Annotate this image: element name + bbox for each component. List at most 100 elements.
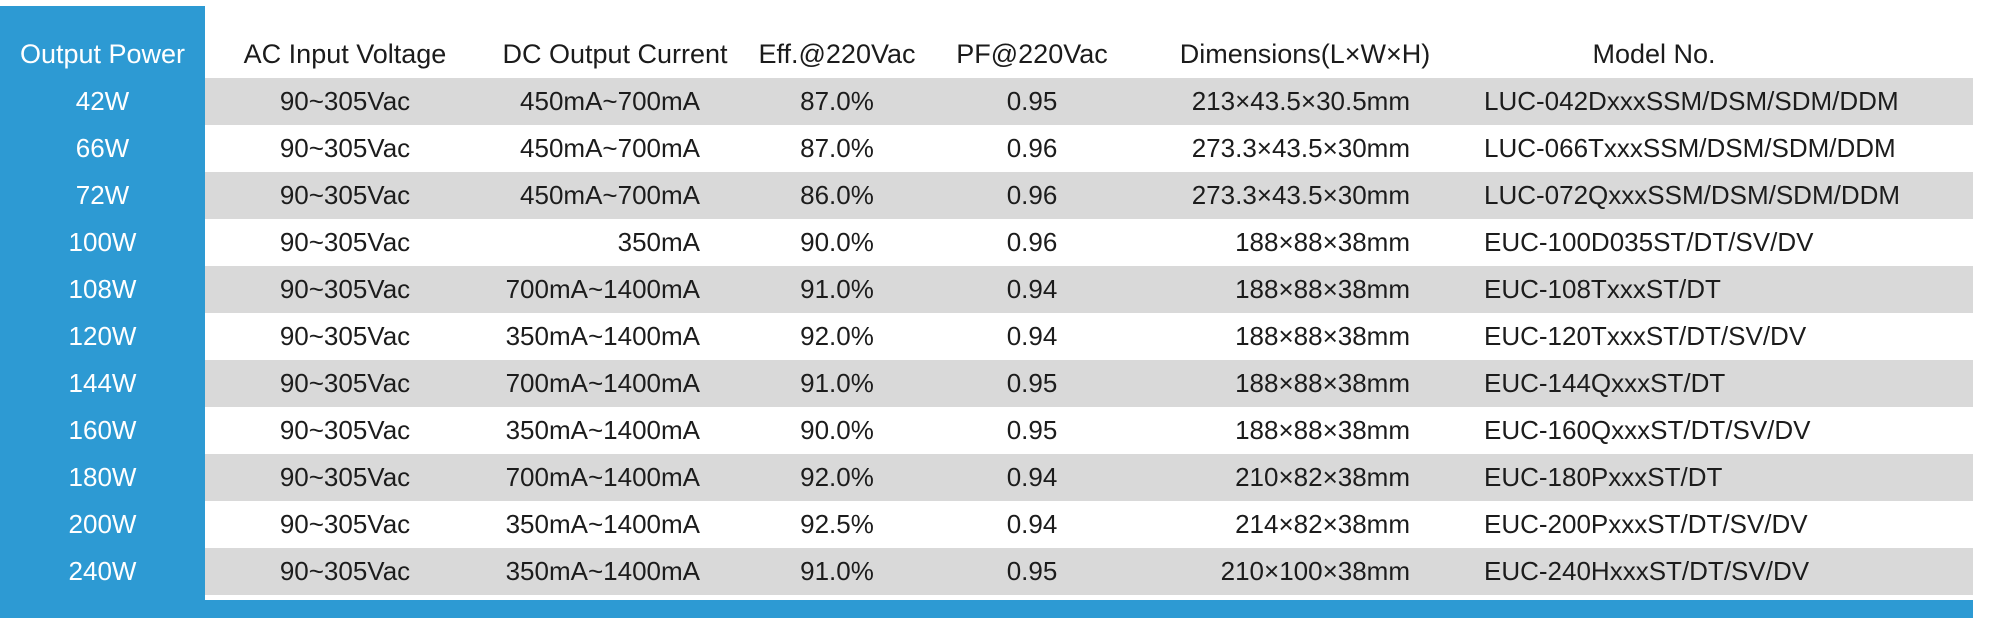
output-power-cell: 72W — [75, 180, 130, 210]
dc-output-cell: 350mA~1400mA — [505, 415, 700, 445]
table-row: 120W 90~305Vac 350mA~1400mA 92.0% 0.94 188×88… — [0, 313, 2000, 360]
header-model-no: Model No. — [1592, 38, 1716, 69]
model-no-cell: EUC-120TxxxST/DT/SV/DV — [1484, 321, 1807, 351]
dimensions-cell: 188×88×38mm — [1235, 415, 1410, 445]
dc-output-cell: 700mA~1400mA — [505, 462, 700, 492]
model-no-cell: EUC-144QxxxST/DT — [1484, 368, 1726, 398]
model-no-cell: EUC-240HxxxST/DT/SV/DV — [1484, 556, 1810, 586]
model-no-cell: LUC-042DxxxSSM/DSM/SDM/DDM — [1484, 86, 1899, 116]
efficiency-cell: 92.5% — [800, 509, 874, 539]
bottom-accent-bar — [205, 600, 1973, 618]
power-factor-cell: 0.96 — [1006, 180, 1058, 210]
table-row: 240W 90~305Vac 350mA~1400mA 91.0% 0.95 210×10… — [0, 548, 2000, 595]
table-row: 180W 90~305Vac 700mA~1400mA 92.0% 0.94 210×82… — [0, 454, 2000, 501]
ac-input-cell: 90~305Vac — [279, 415, 411, 445]
power-factor-cell: 0.95 — [1006, 415, 1058, 445]
row-stripe — [205, 360, 1973, 407]
table-row: 72W 90~305Vac 450mA~700mA 86.0% 0.96 273.3×43… — [0, 172, 2000, 219]
ac-input-cell: 90~305Vac — [279, 321, 411, 351]
output-power-cell: 180W — [68, 462, 137, 492]
efficiency-cell: 92.0% — [800, 462, 874, 492]
output-power-cell: 144W — [68, 368, 137, 398]
table-row: 42W 90~305Vac 450mA~700mA 87.0% 0.95 213×43.5… — [0, 78, 2000, 125]
dimensions-cell: 213×43.5×30.5mm — [1191, 86, 1410, 116]
header-ac-input-voltage: AC Input Voltage — [243, 38, 447, 69]
ac-input-cell: 90~305Vac — [279, 368, 411, 398]
table-row: 108W 90~305Vac 700mA~1400mA 91.0% 0.94 188×88… — [0, 266, 2000, 313]
row-stripe — [205, 266, 1973, 313]
efficiency-cell: 87.0% — [800, 133, 874, 163]
power-factor-cell: 0.94 — [1006, 462, 1058, 492]
efficiency-cell: 86.0% — [800, 180, 874, 210]
spec-table: Output Power AC Input Voltage DC Output … — [0, 30, 2000, 595]
row-stripe — [205, 78, 1973, 125]
dc-output-cell: 350mA~1400mA — [505, 321, 700, 351]
output-power-cell: 160W — [68, 415, 137, 445]
table-row: 200W 90~305Vac 350mA~1400mA 92.5% 0.94 214×82… — [0, 501, 2000, 548]
model-no-cell: LUC-066TxxxSSM/DSM/SDM/DDM — [1484, 133, 1896, 163]
dimensions-cell: 188×88×38mm — [1235, 368, 1410, 398]
power-factor-cell: 0.94 — [1006, 321, 1058, 351]
dc-output-cell: 350mA — [617, 227, 700, 257]
output-power-cell: 66W — [75, 133, 130, 163]
ac-input-cell: 90~305Vac — [279, 556, 411, 586]
power-factor-cell: 0.96 — [1006, 133, 1058, 163]
dc-output-cell: 350mA~1400mA — [505, 509, 700, 539]
row-stripe — [205, 548, 1973, 595]
model-no-cell: EUC-200PxxxST/DT/SV/DV — [1484, 509, 1808, 539]
output-power-cell: 108W — [68, 274, 137, 304]
power-factor-cell: 0.94 — [1006, 274, 1058, 304]
output-power-cell: 120W — [68, 321, 137, 351]
dimensions-cell: 188×88×38mm — [1235, 227, 1410, 257]
efficiency-cell: 92.0% — [800, 321, 874, 351]
ac-input-cell: 90~305Vac — [279, 509, 411, 539]
dc-output-cell: 450mA~700mA — [520, 133, 700, 163]
header-output-power: Output Power — [19, 38, 186, 69]
efficiency-cell: 90.0% — [800, 415, 874, 445]
dimensions-cell: 273.3×43.5×30mm — [1191, 133, 1410, 163]
power-factor-cell: 0.95 — [1006, 556, 1058, 586]
model-no-cell: LUC-072QxxxSSM/DSM/SDM/DDM — [1484, 180, 1901, 210]
efficiency-cell: 91.0% — [800, 556, 874, 586]
power-factor-cell: 0.94 — [1006, 509, 1058, 539]
power-factor-cell: 0.95 — [1006, 86, 1058, 116]
output-power-cell: 42W — [75, 86, 130, 116]
model-no-cell: EUC-180PxxxST/DT — [1484, 462, 1723, 492]
dc-output-cell: 450mA~700mA — [520, 180, 700, 210]
dc-output-cell: 350mA~1400mA — [505, 556, 700, 586]
header-dc-output-current: DC Output Current — [502, 38, 728, 69]
dc-output-cell: 700mA~1400mA — [505, 274, 700, 304]
row-stripe — [205, 454, 1973, 501]
header-power-factor: PF@220Vac — [956, 38, 1108, 69]
table-row: 160W 90~305Vac 350mA~1400mA 90.0% 0.95 188×88… — [0, 407, 2000, 454]
output-power-cell: 200W — [68, 509, 137, 539]
output-power-cell: 240W — [68, 556, 137, 586]
header-efficiency: Eff.@220Vac — [758, 38, 916, 69]
ac-input-cell: 90~305Vac — [279, 227, 411, 257]
output-power-cell: 100W — [68, 227, 137, 257]
table-row: 144W 90~305Vac 700mA~1400mA 91.0% 0.95 188×88… — [0, 360, 2000, 407]
ac-input-cell: 90~305Vac — [279, 274, 411, 304]
ac-input-cell: 90~305Vac — [279, 462, 411, 492]
table-body: 42W 90~305Vac 450mA~700mA 87.0% 0.95 213×43.5… — [0, 78, 2000, 595]
dimensions-cell: 214×82×38mm — [1235, 509, 1410, 539]
dimensions-cell: 188×88×38mm — [1235, 321, 1410, 351]
ac-input-cell: 90~305Vac — [279, 133, 411, 163]
efficiency-cell: 91.0% — [800, 274, 874, 304]
output-power-column-background — [0, 6, 205, 618]
model-no-cell: EUC-108TxxxST/DT — [1484, 274, 1721, 304]
efficiency-cell: 91.0% — [800, 368, 874, 398]
power-factor-cell: 0.96 — [1006, 227, 1058, 257]
row-stripe — [205, 172, 1973, 219]
table-row: 100W 90~305Vac 350mA 90.0% 0.96 188×88×38mm EU… — [0, 219, 2000, 266]
dimensions-cell: 210×82×38mm — [1235, 462, 1410, 492]
model-no-cell: EUC-100D035ST/DT/SV/DV — [1484, 227, 1814, 257]
dc-output-cell: 700mA~1400mA — [505, 368, 700, 398]
efficiency-cell: 90.0% — [800, 227, 874, 257]
dimensions-cell: 273.3×43.5×30mm — [1191, 180, 1410, 210]
ac-input-cell: 90~305Vac — [279, 180, 411, 210]
table-row: 66W 90~305Vac 450mA~700mA 87.0% 0.96 273.3×43… — [0, 125, 2000, 172]
dimensions-cell: 210×100×38mm — [1220, 556, 1410, 586]
dimensions-cell: 188×88×38mm — [1235, 274, 1410, 304]
ac-input-cell: 90~305Vac — [279, 86, 411, 116]
